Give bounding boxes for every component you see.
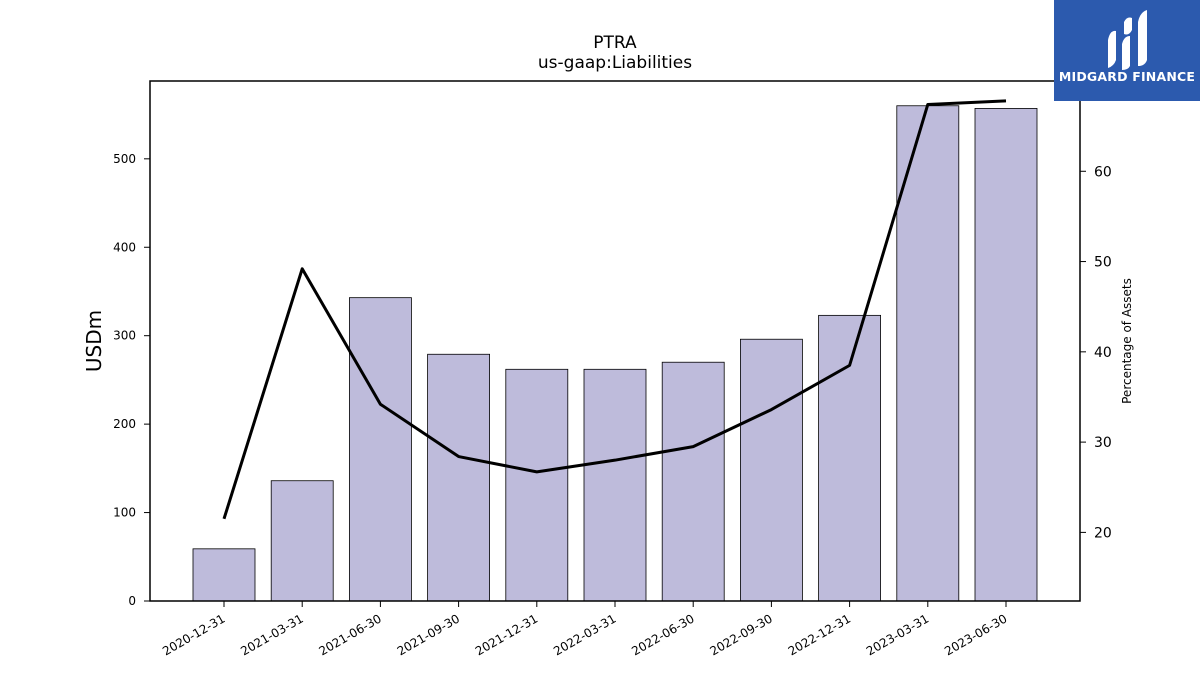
percentage-line-series <box>222 99 1007 520</box>
left-axis-ticks: 0 100 200 300 400 500 <box>113 152 150 608</box>
y2-tick-label: 50 <box>1094 255 1112 271</box>
bar-2021-03-31 <box>270 480 334 602</box>
y2-tick-label: 20 <box>1094 525 1112 541</box>
x-tick-label: 2023-03-31 <box>864 611 931 658</box>
x-tick-label: 2020-12-31 <box>160 611 227 658</box>
bar-2023-06-30 <box>974 108 1038 602</box>
y2-tick-label: 40 <box>1094 345 1112 361</box>
y-tick-label: 100 <box>113 506 136 520</box>
y-tick-label: 500 <box>113 152 136 166</box>
x-axis-ticks: 2020-12-31 2021-03-31 2021-06-30 2021-09-30… <box>160 601 1010 658</box>
bar-series <box>192 105 1038 602</box>
x-tick-label: 2021-09-30 <box>395 611 462 658</box>
bar-2021-12-31 <box>505 368 569 602</box>
y-tick-label: 400 <box>113 240 136 254</box>
bar-2021-06-30 <box>348 297 412 602</box>
bar-2020-12-31 <box>192 548 256 602</box>
x-tick-label: 2022-09-30 <box>707 611 774 658</box>
y-tick-label: 300 <box>113 329 136 343</box>
x-tick-label: 2021-12-31 <box>473 611 540 658</box>
bar-2022-09-30 <box>740 338 803 602</box>
y2-tick-label: 30 <box>1094 435 1112 451</box>
x-tick-label: 2021-06-30 <box>316 611 383 658</box>
y-tick-label: 0 <box>128 594 136 608</box>
x-tick-label: 2022-06-30 <box>629 611 696 658</box>
bar-2022-12-31 <box>818 314 881 602</box>
chart-title: PTRA <box>593 33 637 53</box>
percentage-line <box>222 99 1007 520</box>
x-tick-label: 2022-03-31 <box>551 611 618 658</box>
x-tick-label: 2022-12-31 <box>786 611 853 658</box>
right-axis-label: Percentage of Assets <box>1120 278 1134 404</box>
bar-2022-06-30 <box>661 361 725 602</box>
y2-tick-label: 60 <box>1094 164 1112 180</box>
y-tick-label: 200 <box>113 417 136 431</box>
x-tick-label: 2021-03-31 <box>238 611 305 658</box>
x-tick-label: 2023-06-30 <box>942 611 1009 658</box>
left-axis-label: USDm <box>82 310 106 372</box>
right-axis-ticks: 20 30 40 50 60 <box>1080 164 1112 541</box>
logo-mark-icon <box>1108 10 1147 70</box>
logo-text: MIDGARD FINANCE <box>1058 69 1196 84</box>
midgard-finance-logo: MIDGARD FINANCE <box>1054 0 1200 101</box>
chart-subtitle: us-gaap:Liabilities <box>538 53 692 73</box>
bar-2023-03-31 <box>896 105 960 602</box>
bar-2021-09-30 <box>427 353 491 602</box>
bar-2022-03-31 <box>583 368 647 602</box>
